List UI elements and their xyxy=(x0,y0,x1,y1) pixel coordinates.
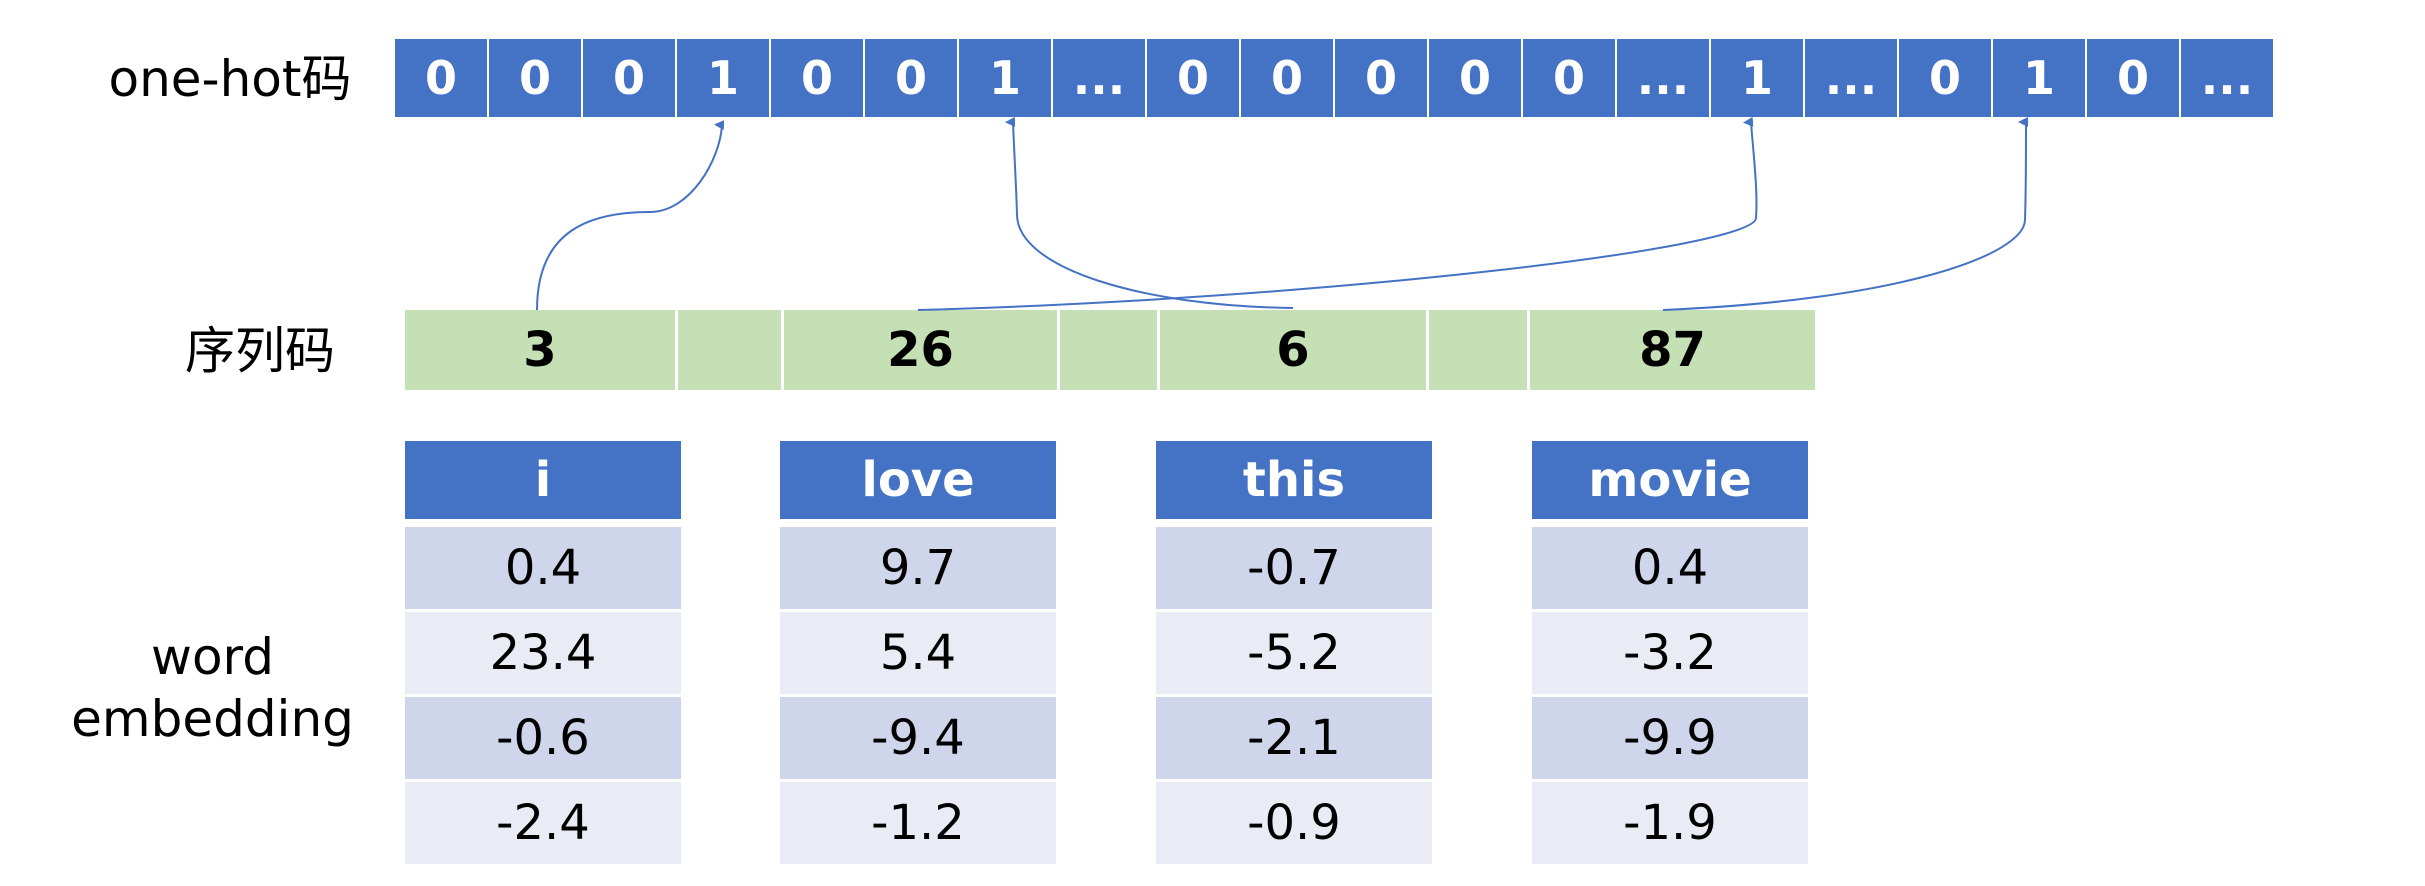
embedding-value: -2.1 xyxy=(1156,697,1432,779)
embedding-value: 0.4 xyxy=(405,527,681,609)
onehot-cell: 0 xyxy=(395,39,487,117)
onehot-cell: 0 xyxy=(771,39,863,117)
onehot-cell: 0 xyxy=(1523,39,1615,117)
onehot-cell: 1 xyxy=(1711,39,1803,117)
embedding-word-header: movie xyxy=(1532,441,1808,519)
onehot-cell: 0 xyxy=(583,39,675,117)
embedding-row-label: word embedding xyxy=(70,626,355,750)
onehot-row-label: one-hot码 xyxy=(108,50,352,108)
onehot-cell: 1 xyxy=(677,39,769,117)
onehot-cell: 0 xyxy=(865,39,957,117)
embedding-word-header: love xyxy=(780,441,1056,519)
arrow-6-to-onehot xyxy=(1005,116,1294,309)
onehot-cell: 0 xyxy=(1335,39,1427,117)
onehot-cell: 0 xyxy=(1241,39,1333,117)
embedding-value: 5.4 xyxy=(780,612,1056,694)
sequence-cell: 87 xyxy=(1530,310,1815,390)
onehot-cell: ... xyxy=(1617,39,1709,117)
onehot-cell: 0 xyxy=(1147,39,1239,117)
embedding-label-line1: word xyxy=(151,628,274,686)
embedding-value: -3.2 xyxy=(1532,612,1808,694)
embedding-word-header: i xyxy=(405,441,681,519)
embedding-value: 23.4 xyxy=(405,612,681,694)
embedding-value: -1.2 xyxy=(780,782,1056,864)
onehot-cell: 1 xyxy=(1993,39,2085,117)
onehot-cell: ... xyxy=(1805,39,1897,117)
sequence-cell: 3 xyxy=(405,310,675,390)
arrow-87-to-onehot xyxy=(1662,117,2029,311)
embedding-value: -0.7 xyxy=(1156,527,1432,609)
onehot-cell: 0 xyxy=(1899,39,1991,117)
onehot-cell: ... xyxy=(1053,39,1145,117)
onehot-cell: 0 xyxy=(2087,39,2179,117)
sequence-row-label: 序列码 xyxy=(185,322,335,380)
embedding-value: -5.2 xyxy=(1156,612,1432,694)
onehot-cell: 0 xyxy=(489,39,581,117)
embedding-value: -0.9 xyxy=(1156,782,1432,864)
arrow-26-to-onehot xyxy=(917,116,1758,311)
embedding-label-line2: embedding xyxy=(71,690,354,748)
embedding-value: -2.4 xyxy=(405,782,681,864)
sequence-cell: 26 xyxy=(784,310,1057,390)
embedding-word-header: this xyxy=(1156,441,1432,519)
onehot-cell: 0 xyxy=(1429,39,1521,117)
embedding-value: -0.6 xyxy=(405,697,681,779)
sequence-gap-cell xyxy=(1060,310,1157,390)
arrow-3-to-onehot xyxy=(536,120,725,311)
onehot-cell: ... xyxy=(2181,39,2273,117)
embedding-value: 0.4 xyxy=(1532,527,1808,609)
onehot-cell: 1 xyxy=(959,39,1051,117)
sequence-gap-cell xyxy=(678,310,781,390)
embedding-value: -1.9 xyxy=(1532,782,1808,864)
embedding-value: -9.9 xyxy=(1532,697,1808,779)
sequence-gap-cell xyxy=(1429,310,1527,390)
embedding-value: -9.4 xyxy=(780,697,1056,779)
sequence-cell: 6 xyxy=(1160,310,1426,390)
embedding-value: 9.7 xyxy=(780,527,1056,609)
